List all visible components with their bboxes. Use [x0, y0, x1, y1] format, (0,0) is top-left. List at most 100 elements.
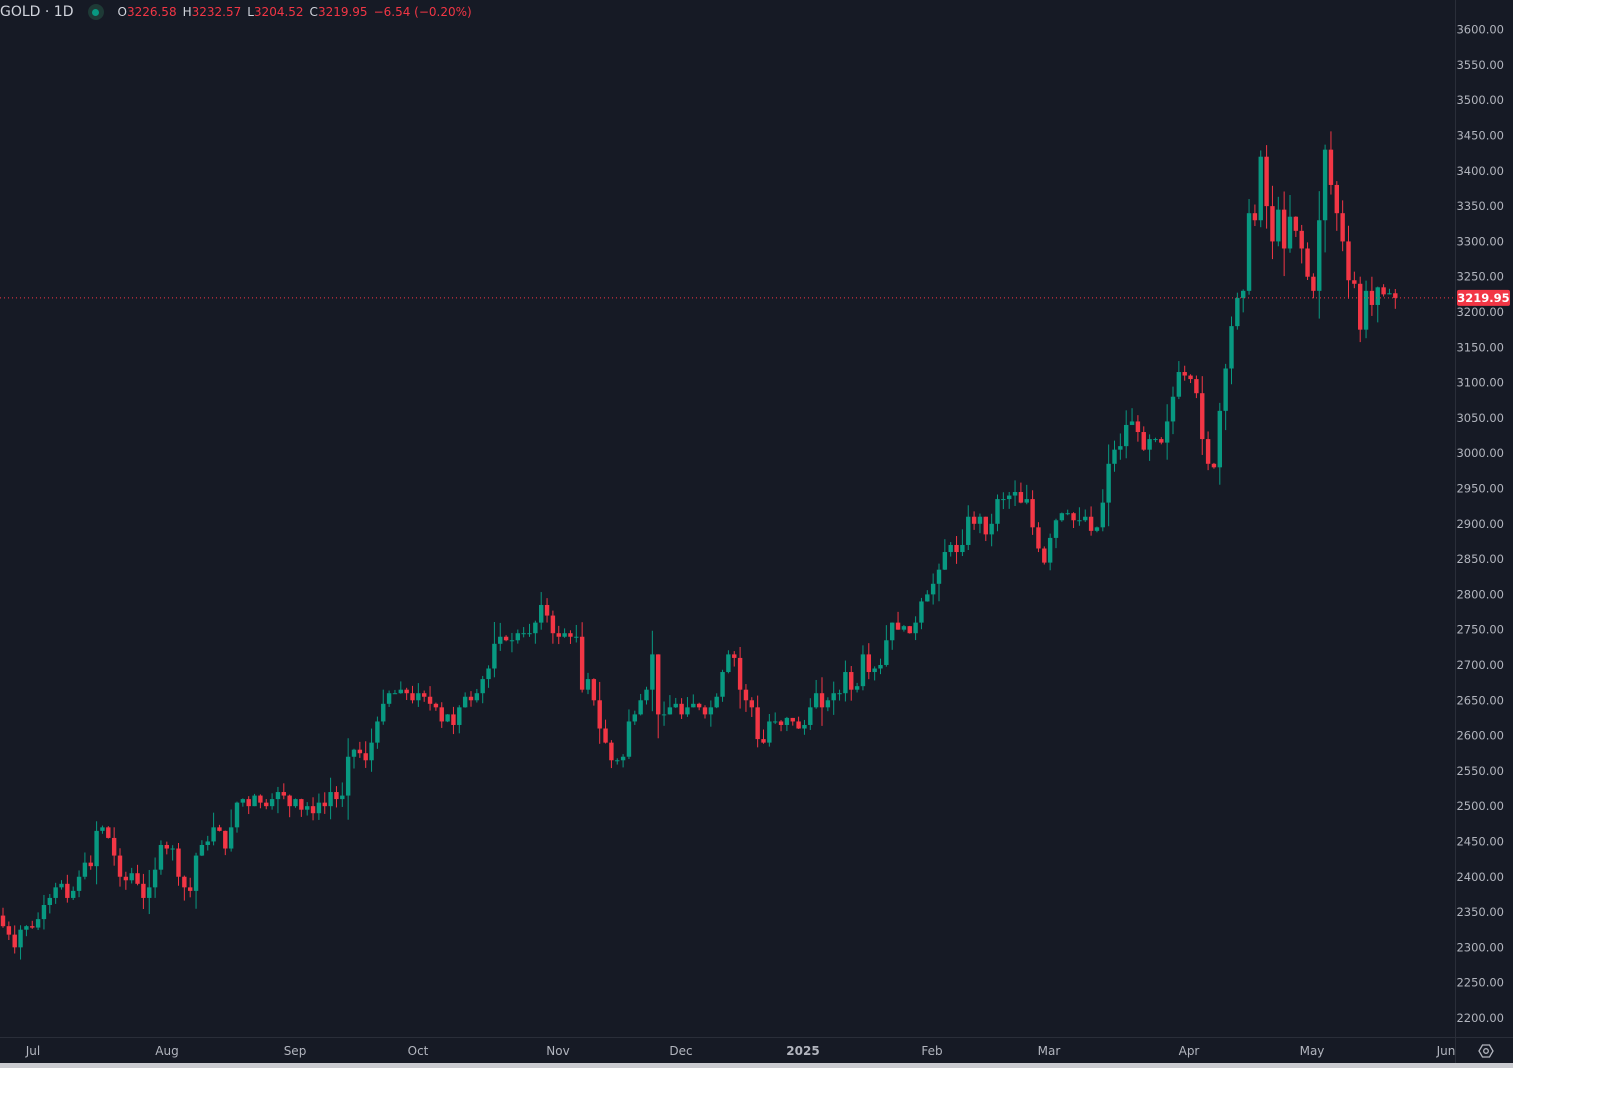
candle-up[interactable]	[1217, 410, 1222, 468]
candle-down[interactable]	[1352, 280, 1357, 284]
candle-up[interactable]	[1241, 290, 1246, 298]
candle-down[interactable]	[1311, 276, 1316, 291]
candle-down[interactable]	[1393, 293, 1398, 298]
candle-down[interactable]	[188, 887, 193, 891]
candle-down[interactable]	[363, 753, 368, 761]
candle-up[interactable]	[82, 862, 88, 877]
candle-up[interactable]	[527, 633, 532, 635]
candle-up[interactable]	[831, 693, 836, 701]
candle-down[interactable]	[895, 622, 901, 630]
candle-down[interactable]	[468, 696, 474, 701]
candle-up[interactable]	[1363, 290, 1369, 330]
candle-down[interactable]	[749, 700, 754, 708]
candle-down[interactable]	[1200, 393, 1205, 440]
candle-up[interactable]	[1387, 293, 1392, 295]
candle-up[interactable]	[1118, 446, 1123, 450]
candle-down[interactable]	[135, 873, 140, 884]
candle-up[interactable]	[1176, 372, 1182, 397]
candle-up[interactable]	[691, 703, 696, 708]
candle-up[interactable]	[94, 830, 99, 867]
candle-up[interactable]	[486, 668, 491, 680]
candle-up[interactable]	[1287, 216, 1293, 249]
candle-down[interactable]	[117, 855, 123, 877]
candle-down[interactable]	[656, 654, 661, 715]
candle-down[interactable]	[223, 830, 228, 849]
candle-up[interactable]	[521, 633, 526, 635]
candle-up[interactable]	[919, 601, 924, 623]
candle-up[interactable]	[1083, 516, 1088, 521]
candle-down[interactable]	[12, 934, 17, 948]
candle-up[interactable]	[515, 633, 520, 641]
candle-up[interactable]	[480, 679, 485, 694]
candle-down[interactable]	[907, 626, 912, 634]
candle-down[interactable]	[65, 883, 70, 898]
candle-up[interactable]	[1124, 424, 1129, 447]
candle-up[interactable]	[1235, 297, 1240, 327]
candle-up[interactable]	[1153, 439, 1158, 441]
candle-down[interactable]	[983, 516, 988, 535]
candle-up[interactable]	[1077, 520, 1082, 522]
symbol-title[interactable]: GOLD · 1D	[0, 4, 74, 20]
candle-down[interactable]	[6, 926, 12, 935]
candle-down[interactable]	[591, 679, 597, 701]
candle-up[interactable]	[708, 707, 714, 715]
candle-up[interactable]	[462, 696, 468, 708]
candle-up[interactable]	[1012, 492, 1018, 496]
candle-down[interactable]	[30, 926, 35, 928]
candle-down[interactable]	[439, 707, 444, 722]
candle-down[interactable]	[1381, 287, 1386, 295]
candle-down[interactable]	[1328, 149, 1334, 185]
candle-up[interactable]	[498, 636, 503, 644]
candle-up[interactable]	[199, 844, 205, 856]
candle-down[interactable]	[1334, 184, 1339, 214]
candle-down[interactable]	[971, 516, 977, 524]
candle-up[interactable]	[913, 622, 918, 634]
candle-down[interactable]	[1159, 439, 1164, 443]
candle-up[interactable]	[632, 714, 637, 722]
candle-down[interactable]	[88, 862, 93, 867]
candle-up[interactable]	[825, 700, 831, 708]
candle-up[interactable]	[369, 742, 374, 761]
candle-up[interactable]	[1094, 527, 1100, 531]
candle-up[interactable]	[1317, 220, 1322, 291]
candle-up[interactable]	[76, 876, 82, 891]
candle-up[interactable]	[205, 841, 210, 845]
candle-down[interactable]	[176, 848, 181, 877]
settings-icon[interactable]	[1478, 1044, 1494, 1058]
candle-up[interactable]	[1164, 421, 1170, 443]
candle-up[interactable]	[1065, 513, 1070, 515]
candle-down[interactable]	[1299, 230, 1304, 249]
candle-up[interactable]	[252, 795, 257, 807]
candle-down[interactable]	[1264, 156, 1269, 207]
candle-up[interactable]	[269, 799, 275, 807]
candle-down[interactable]	[1346, 241, 1351, 281]
candle-up[interactable]	[316, 802, 322, 814]
candle-up[interactable]	[767, 721, 772, 743]
candle-up[interactable]	[948, 544, 953, 553]
candle-up[interactable]	[386, 693, 392, 704]
candle-down[interactable]	[334, 792, 339, 800]
candle-down[interactable]	[1071, 513, 1076, 521]
candle-up[interactable]	[726, 654, 731, 673]
candle-up[interactable]	[211, 827, 216, 842]
candle-up[interactable]	[305, 806, 310, 810]
candle-up[interactable]	[1047, 537, 1053, 563]
candle-up[interactable]	[620, 756, 626, 761]
candle-down[interactable]	[281, 792, 286, 796]
candle-up[interactable]	[1053, 520, 1059, 538]
candle-down[interactable]	[778, 721, 784, 725]
candle-up[interactable]	[492, 643, 497, 669]
candle-up[interactable]	[1170, 396, 1176, 422]
candle-up[interactable]	[644, 689, 649, 701]
candle-down[interactable]	[503, 636, 509, 641]
candle-up[interactable]	[398, 689, 403, 694]
candle-up[interactable]	[1129, 421, 1135, 425]
candle-up[interactable]	[673, 703, 678, 708]
candle-up[interactable]	[878, 664, 883, 669]
candle-up[interactable]	[234, 802, 240, 828]
candle-down[interactable]	[819, 693, 825, 708]
candle-down[interactable]	[597, 700, 602, 729]
candle-up[interactable]	[228, 827, 234, 849]
candle-down[interactable]	[796, 721, 801, 729]
candle-down[interactable]	[1369, 290, 1375, 305]
